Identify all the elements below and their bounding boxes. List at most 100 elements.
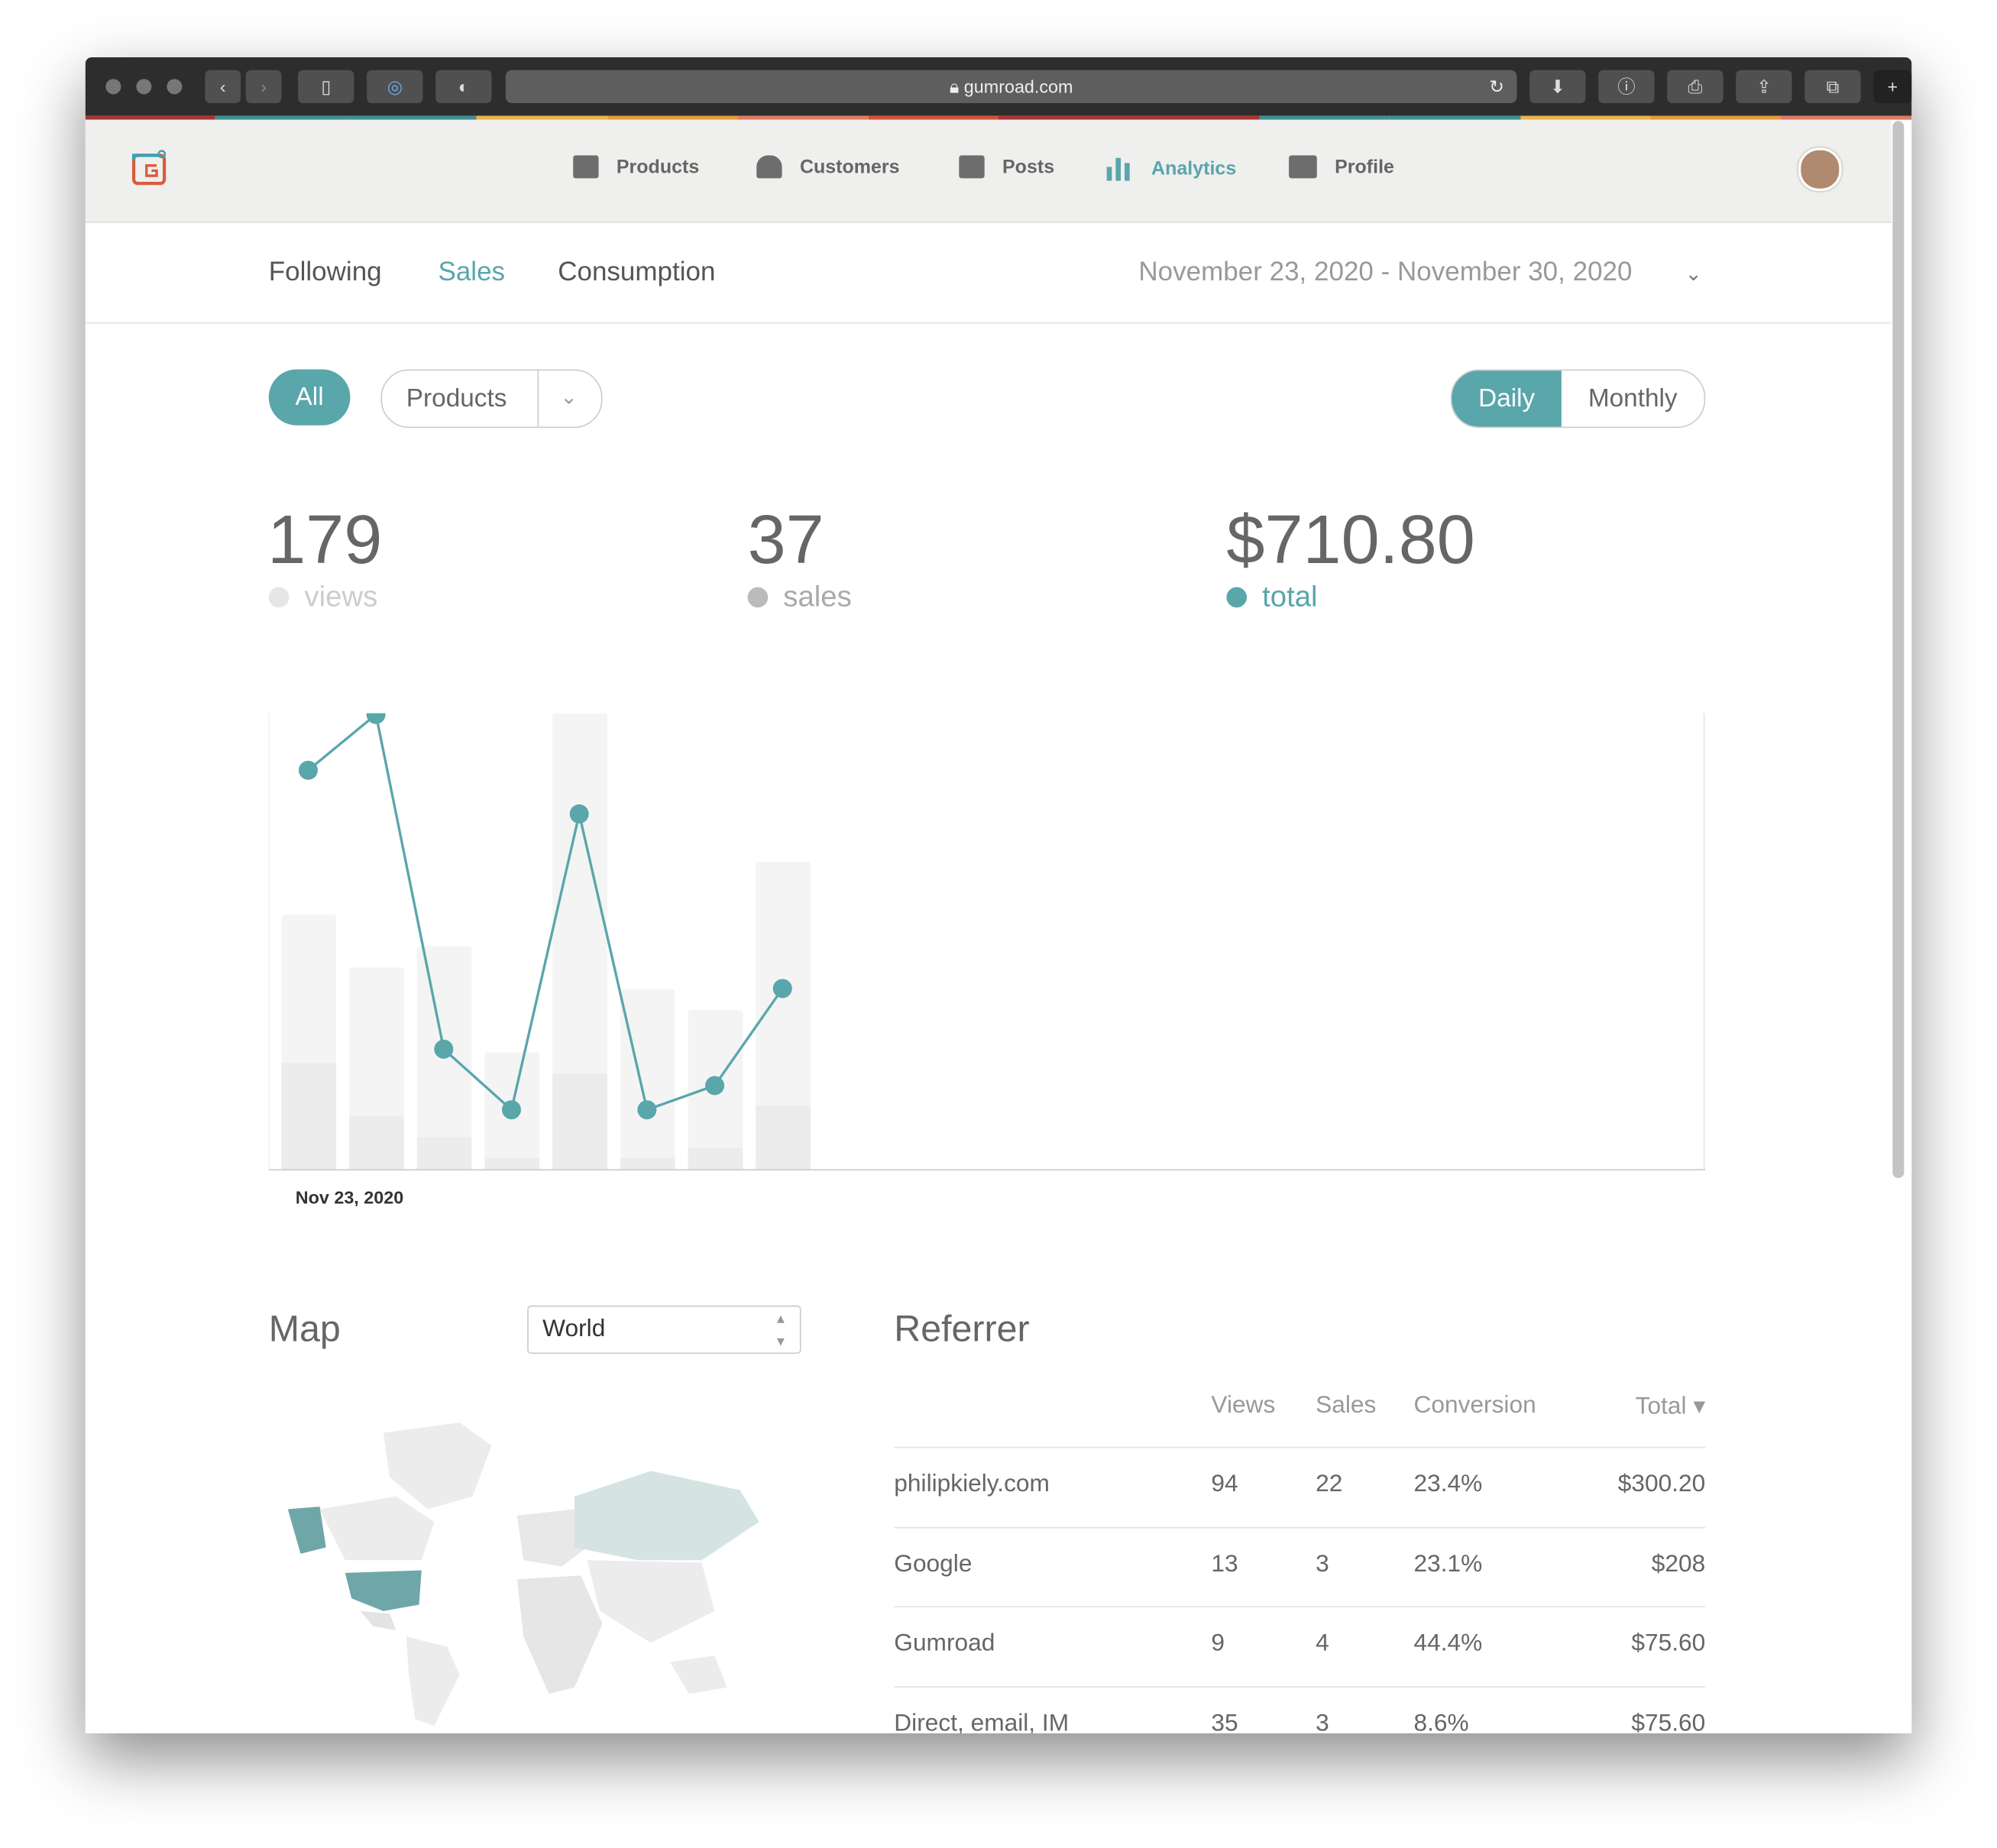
back-button[interactable]: ‹ xyxy=(205,70,241,104)
total-cell: $300.20 xyxy=(1617,1471,1706,1498)
tab-sales[interactable]: Sales xyxy=(438,257,506,287)
total-line xyxy=(307,713,784,1112)
nav-posts[interactable]: Posts xyxy=(959,155,1055,179)
map-asia xyxy=(587,1560,715,1643)
tabs-icon[interactable]: ⧉ xyxy=(1804,70,1861,104)
nav-analytics[interactable]: Analytics xyxy=(1105,155,1236,181)
date-range-picker[interactable]: November 23, 2020 - November 30, 2020 xyxy=(1138,257,1633,287)
sales-bar xyxy=(620,1158,675,1170)
forward-button[interactable]: › xyxy=(245,70,282,104)
tab-following[interactable]: Following xyxy=(268,257,382,287)
download-icon[interactable]: ⬇ xyxy=(1529,70,1586,104)
sales-bar xyxy=(416,1137,472,1170)
table-row: Google 13 3 23.1% $208 xyxy=(894,1526,1706,1607)
region-select[interactable]: World ▴ ▾ xyxy=(527,1305,801,1354)
nav-label: Posts xyxy=(1002,156,1055,178)
conversion-cell: 23.1% xyxy=(1413,1550,1483,1578)
map-canada xyxy=(319,1496,435,1561)
map-title: Map xyxy=(268,1309,341,1351)
avatar[interactable] xyxy=(1798,147,1842,192)
reload-icon[interactable]: ↻ xyxy=(1489,76,1504,97)
address-bar[interactable]: 🔒︎ gumroad.com ↻ xyxy=(505,70,1517,104)
products-dropdown[interactable]: Products ⌄ xyxy=(380,369,603,429)
granularity-toggle: Daily Monthly xyxy=(1450,369,1706,429)
analytics-subnav: Following Sales Consumption November 23,… xyxy=(85,223,1892,324)
sidebar-icon[interactable]: ▯ xyxy=(298,70,354,104)
referrer-header: Views Sales Conversion Total ▾ xyxy=(894,1392,1705,1448)
password-manager-icon[interactable]: ◎ xyxy=(367,70,423,104)
views-legend[interactable]: views xyxy=(268,579,378,614)
conversion-cell: 8.6% xyxy=(1413,1710,1469,1733)
map-africa xyxy=(516,1575,603,1694)
scrollbar[interactable] xyxy=(1892,121,1905,1179)
print-icon[interactable]: ⎙ xyxy=(1667,70,1724,104)
document-icon xyxy=(959,155,985,179)
sales-cell: 3 xyxy=(1316,1550,1329,1578)
views-count: 179 xyxy=(267,501,383,578)
total-point xyxy=(569,804,589,824)
nav-label: Customers xyxy=(799,156,900,178)
top-nav: Products Customers Posts Analytics Profi… xyxy=(85,119,1892,223)
sales-legend[interactable]: sales xyxy=(747,579,852,614)
monthly-button[interactable]: Monthly xyxy=(1588,384,1678,413)
col-total[interactable]: Total ▾ xyxy=(1635,1393,1706,1420)
users-icon xyxy=(756,155,782,179)
tab-consumption[interactable]: Consumption xyxy=(558,257,716,287)
total-point xyxy=(772,979,792,998)
referrer-name: Gumroad xyxy=(894,1630,995,1657)
browser-window: ‹ › ▯ ◎ ◐ 🔒︎ gumroad.com ↻ ⬇ ⓘ ⎙ ⇪ ⧉ + Pr… xyxy=(85,57,1912,1733)
total-legend[interactable]: total xyxy=(1226,580,1318,614)
daily-button[interactable]: Daily xyxy=(1452,371,1562,427)
map-mexico xyxy=(360,1610,396,1630)
total-cell: $75.60 xyxy=(1631,1710,1706,1733)
nav-customers[interactable]: Customers xyxy=(756,155,900,179)
sales-label: sales xyxy=(783,579,852,613)
zoom-window-button[interactable] xyxy=(167,79,183,95)
views-cell: 35 xyxy=(1211,1710,1238,1733)
nav-profile[interactable]: Profile xyxy=(1289,155,1394,179)
col-views[interactable]: Views xyxy=(1211,1392,1276,1419)
map-south-america xyxy=(406,1636,460,1726)
sales-cell: 4 xyxy=(1316,1630,1329,1657)
sales-bar xyxy=(552,1073,607,1170)
close-window-button[interactable] xyxy=(105,79,121,95)
products-label: Products xyxy=(406,384,507,413)
info-icon[interactable]: ⓘ xyxy=(1598,70,1655,104)
shield-icon[interactable]: ◐ xyxy=(435,70,492,104)
browser-toolbar: ‹ › ▯ ◎ ◐ 🔒︎ gumroad.com ↻ ⬇ ⓘ ⎙ ⇪ ⧉ + xyxy=(85,57,1912,116)
col-conversion[interactable]: Conversion xyxy=(1413,1392,1536,1419)
views-bar xyxy=(620,989,675,1170)
region-value: World xyxy=(542,1316,606,1343)
col-sales[interactable]: Sales xyxy=(1316,1392,1377,1419)
bar-chart-icon xyxy=(1106,157,1130,181)
minimize-window-button[interactable] xyxy=(136,79,152,95)
map-alaska xyxy=(287,1507,326,1554)
conversion-cell: 44.4% xyxy=(1413,1630,1483,1657)
total-point xyxy=(637,1100,657,1120)
all-filter-button[interactable]: All xyxy=(268,369,351,426)
sales-cell: 3 xyxy=(1316,1710,1329,1733)
sales-bar xyxy=(281,1063,337,1170)
views-bar xyxy=(552,713,607,1170)
sales-cell: 22 xyxy=(1316,1471,1343,1498)
referrer-title: Referrer xyxy=(894,1309,1030,1351)
nav-products[interactable]: Products xyxy=(573,155,699,179)
color-stripe xyxy=(85,115,1912,120)
chevron-down-icon[interactable]: ⌄ xyxy=(1685,264,1702,286)
views-label: views xyxy=(304,579,378,613)
table-row: Gumroad 9 4 44.4% $75.60 xyxy=(894,1606,1706,1686)
x-axis-label: Nov 23, 2020 xyxy=(295,1186,404,1208)
views-cell: 9 xyxy=(1211,1630,1225,1657)
referrer-name: Google xyxy=(894,1550,973,1578)
chevron-down-icon: ⌄ xyxy=(560,387,578,409)
map-europe xyxy=(516,1509,587,1567)
map-russia xyxy=(574,1471,759,1561)
map-greenland xyxy=(383,1422,492,1510)
new-tab-icon[interactable]: + xyxy=(1873,70,1912,104)
share-icon[interactable]: ⇪ xyxy=(1736,70,1792,104)
sales-count: 37 xyxy=(747,501,824,578)
gumroad-logo[interactable] xyxy=(131,147,170,188)
total-cell: $75.60 xyxy=(1631,1630,1706,1657)
world-map xyxy=(287,1422,759,1726)
table-row: Direct, email, IM 35 3 8.6% $75.60 xyxy=(894,1685,1706,1733)
